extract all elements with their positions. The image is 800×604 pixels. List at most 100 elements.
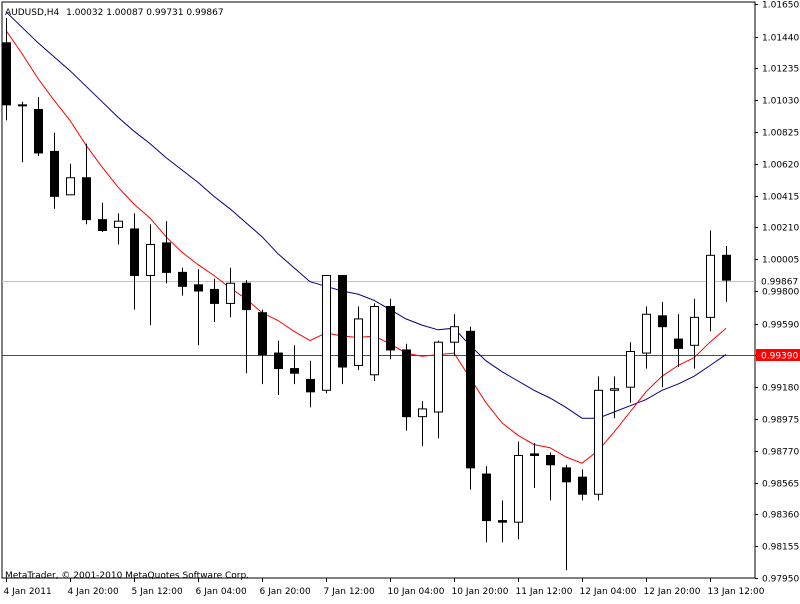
- y-tick-label: 1.00005: [762, 256, 799, 266]
- candle-body-bearish: [546, 454, 555, 466]
- candle-body-bearish: [466, 330, 475, 469]
- moving-average-slow-line: [5, 11, 727, 419]
- candle[interactable]: [530, 443, 539, 489]
- plot-frame: [1, 1, 756, 579]
- candle[interactable]: [370, 303, 379, 381]
- candle-body-bearish: [402, 349, 411, 418]
- candle[interactable]: [466, 326, 475, 490]
- candle[interactable]: [306, 360, 315, 408]
- candle[interactable]: [210, 278, 219, 323]
- y-tick-label: 0.98565: [762, 480, 799, 490]
- candle[interactable]: [626, 342, 635, 403]
- candle[interactable]: [290, 345, 299, 385]
- candle[interactable]: [354, 306, 363, 371]
- candle-body-bullish: [66, 177, 75, 196]
- candle[interactable]: [18, 101, 27, 163]
- candle-body-bearish: [210, 288, 219, 304]
- candle[interactable]: [722, 246, 731, 302]
- x-tick-label: 10 Jan 20:00: [452, 587, 509, 597]
- candle-body-bearish: [386, 306, 395, 351]
- candle[interactable]: [114, 213, 123, 245]
- candle[interactable]: [34, 97, 43, 157]
- candle[interactable]: [482, 466, 491, 543]
- candle-body-bearish: [130, 228, 139, 276]
- candle-body-bullish: [642, 313, 651, 354]
- candle-body-bearish: [578, 476, 587, 495]
- candle[interactable]: [514, 441, 523, 540]
- candle[interactable]: [2, 17, 11, 121]
- candle-body-bullish: [594, 389, 603, 495]
- candle-body-bullish: [514, 454, 523, 523]
- candle[interactable]: [66, 163, 75, 196]
- candle-body-bullish: [18, 104, 27, 107]
- x-tick-label: 4 Jan 2011: [4, 587, 52, 597]
- y-tick-label: 1.00825: [762, 129, 799, 139]
- candle[interactable]: [386, 298, 395, 360]
- candle-body-bearish: [34, 108, 43, 154]
- candle[interactable]: [706, 230, 715, 332]
- candle-body-bearish: [562, 467, 571, 483]
- candle[interactable]: [642, 306, 651, 369]
- candle[interactable]: [178, 267, 187, 296]
- y-tick-label: 1.00620: [762, 161, 799, 171]
- candle-body-bearish: [482, 473, 491, 522]
- candle[interactable]: [146, 224, 155, 326]
- y-tick-label: 0.98770: [762, 448, 799, 458]
- candle[interactable]: [578, 469, 587, 501]
- candle-body-bearish: [162, 242, 171, 273]
- candle-body-bearish: [258, 312, 267, 356]
- candle[interactable]: [274, 340, 283, 395]
- candle-body-bearish: [674, 338, 683, 349]
- candle[interactable]: [690, 298, 699, 369]
- candle-body-bullish: [610, 388, 619, 391]
- candle-body-bullish: [690, 316, 699, 346]
- candle-body-bearish: [658, 315, 667, 328]
- candle-body-bearish: [274, 352, 283, 370]
- candle-body-bearish: [306, 378, 315, 393]
- candle[interactable]: [338, 274, 347, 385]
- x-tick-label: 7 Jan 12:00: [324, 587, 376, 597]
- candle[interactable]: [546, 452, 555, 501]
- candle-body-bullish: [370, 306, 379, 376]
- candle[interactable]: [450, 314, 459, 357]
- candle[interactable]: [594, 376, 603, 501]
- candle-body-bearish: [98, 219, 107, 231]
- candle-body-bullish: [418, 408, 427, 418]
- candle[interactable]: [658, 301, 667, 388]
- candle[interactable]: [258, 309, 267, 385]
- candle[interactable]: [82, 143, 91, 225]
- candle-body-bullish: [146, 243, 155, 276]
- candle[interactable]: [242, 280, 251, 374]
- candle[interactable]: [418, 401, 427, 447]
- candle[interactable]: [562, 464, 571, 571]
- candle[interactable]: [610, 376, 619, 419]
- candle-body-bearish: [2, 42, 11, 106]
- symbol-label: AUDUSD,H4: [5, 8, 60, 18]
- candle[interactable]: [674, 314, 683, 368]
- y-tick-label: 0.99800: [762, 288, 799, 298]
- candle[interactable]: [434, 340, 443, 439]
- current-price-tag-bg: [756, 275, 800, 287]
- y-tick-label: 1.01440: [762, 34, 799, 44]
- candle[interactable]: [322, 274, 331, 394]
- y-tick-label: 0.98975: [762, 416, 799, 426]
- candle-body-bearish: [338, 274, 347, 368]
- candle[interactable]: [98, 202, 107, 233]
- y-tick-label: 0.98155: [762, 543, 799, 553]
- candle[interactable]: [194, 269, 203, 346]
- candle[interactable]: [130, 213, 139, 310]
- candle-body-bullish: [434, 341, 443, 413]
- x-tick-label: 13 Jan 12:00: [708, 587, 765, 597]
- candle[interactable]: [402, 343, 411, 431]
- candle-body-bullish: [626, 351, 635, 388]
- chart-header: AUDUSD,H4 1.00032 1.00087 0.99731 0.9986…: [5, 8, 224, 18]
- candle[interactable]: [498, 500, 507, 543]
- candle[interactable]: [162, 221, 171, 284]
- candle[interactable]: [226, 267, 235, 318]
- copyright-text: MetaTrader, © 2001-2010 MetaQuotes Softw…: [5, 571, 249, 581]
- y-tick-label: 0.98360: [762, 511, 799, 521]
- candle[interactable]: [50, 132, 59, 209]
- y-tick-label: 1.01235: [762, 65, 799, 75]
